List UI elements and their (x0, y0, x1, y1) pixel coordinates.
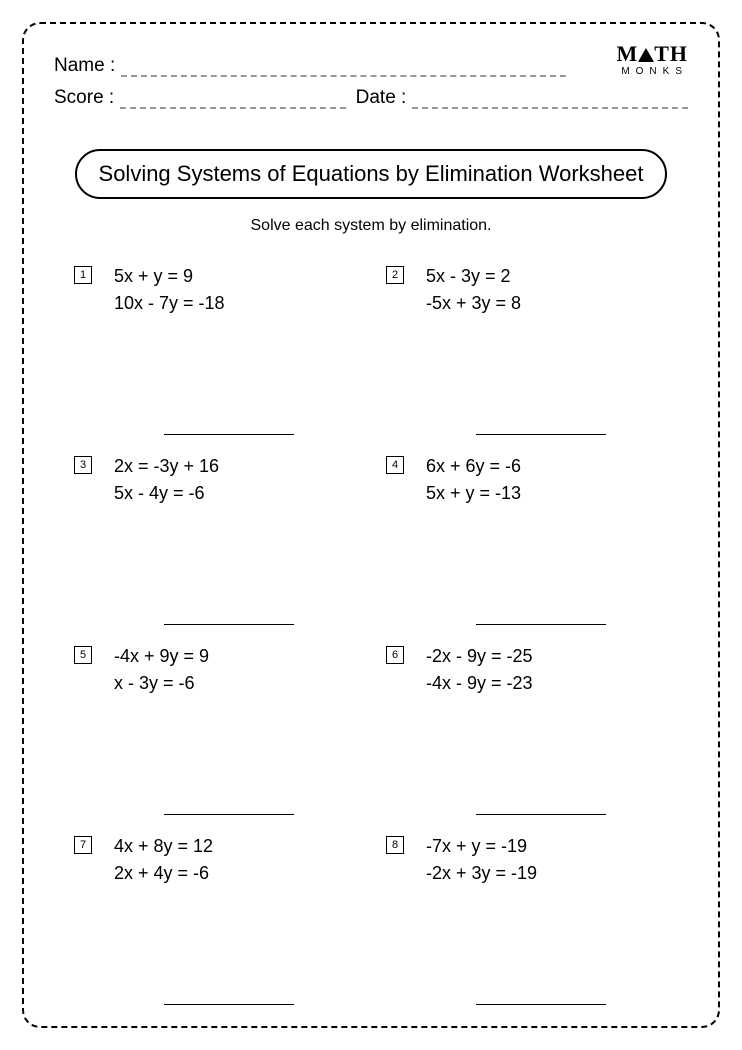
problem-number: 6 (386, 646, 404, 664)
problem-7: 7 4x + 8y = 12 2x + 4y = -6 (74, 833, 356, 1023)
score-label: Score : (54, 87, 114, 109)
answer-line[interactable] (476, 624, 606, 625)
equation-1: 2x = -3y + 16 (114, 453, 219, 480)
worksheet-title: Solving Systems of Equations by Eliminat… (75, 149, 668, 199)
logo-triangle-icon (638, 48, 654, 62)
problem-5: 5 -4x + 9y = 9 x - 3y = -6 (74, 643, 356, 833)
problem-8: 8 -7x + y = -19 -2x + 3y = -19 (386, 833, 668, 1023)
name-label: Name : (54, 55, 115, 77)
equation-1: 4x + 8y = 12 (114, 833, 213, 860)
equation-2: 2x + 4y = -6 (114, 860, 213, 887)
equation-1: -7x + y = -19 (426, 833, 537, 860)
problem-2: 2 5x - 3y = 2 -5x + 3y = 8 (386, 263, 668, 453)
answer-line[interactable] (164, 1004, 294, 1005)
instruction-text: Solve each system by elimination. (54, 217, 688, 235)
equation-2: -5x + 3y = 8 (426, 290, 521, 317)
name-input-line[interactable] (121, 59, 566, 77)
score-input-line[interactable] (120, 91, 345, 109)
equation-1: 5x - 3y = 2 (426, 263, 521, 290)
equation-1: -2x - 9y = -25 (426, 643, 533, 670)
answer-line[interactable] (476, 434, 606, 435)
score-date-row: Score : Date : (54, 87, 688, 109)
equation-2: -4x - 9y = -23 (426, 670, 533, 697)
date-label: Date : (356, 87, 407, 109)
problem-1: 1 5x + y = 9 10x - 7y = -18 (74, 263, 356, 453)
answer-line[interactable] (164, 434, 294, 435)
problem-number: 2 (386, 266, 404, 284)
worksheet-frame: Name : M TH MONKS Score : Date : Solving … (22, 22, 720, 1028)
answer-line[interactable] (476, 1004, 606, 1005)
equation-2: 5x + y = -13 (426, 480, 521, 507)
problem-3: 3 2x = -3y + 16 5x - 4y = -6 (74, 453, 356, 643)
problem-number: 5 (74, 646, 92, 664)
equation-2: x - 3y = -6 (114, 670, 209, 697)
name-row: Name : M TH MONKS (54, 44, 688, 77)
equation-1: -4x + 9y = 9 (114, 643, 209, 670)
problem-number: 8 (386, 836, 404, 854)
equation-2: 10x - 7y = -18 (114, 290, 225, 317)
problem-4: 4 6x + 6y = -6 5x + y = -13 (386, 453, 668, 643)
logo-subtext: MONKS (578, 66, 688, 77)
problem-number: 7 (74, 836, 92, 854)
problems-grid: 1 5x + y = 9 10x - 7y = -18 2 5x - 3y = … (54, 263, 688, 1023)
equation-2: 5x - 4y = -6 (114, 480, 219, 507)
problem-number: 4 (386, 456, 404, 474)
equation-2: -2x + 3y = -19 (426, 860, 537, 887)
logo: M TH MONKS (578, 44, 688, 77)
logo-letters-th: TH (654, 41, 688, 66)
problem-number: 1 (74, 266, 92, 284)
equation-1: 6x + 6y = -6 (426, 453, 521, 480)
answer-line[interactable] (164, 814, 294, 815)
problem-number: 3 (74, 456, 92, 474)
date-input-line[interactable] (412, 91, 688, 109)
answer-line[interactable] (476, 814, 606, 815)
answer-line[interactable] (164, 624, 294, 625)
logo-letter-m: M (616, 41, 638, 66)
problem-6: 6 -2x - 9y = -25 -4x - 9y = -23 (386, 643, 668, 833)
equation-1: 5x + y = 9 (114, 263, 225, 290)
